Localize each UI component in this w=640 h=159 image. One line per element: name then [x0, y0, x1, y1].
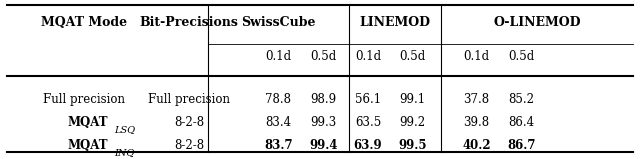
Text: 63.5: 63.5 [355, 116, 381, 129]
Text: 37.8: 37.8 [463, 93, 490, 106]
Text: INQ: INQ [114, 149, 134, 157]
Text: MQAT: MQAT [68, 116, 108, 129]
Text: 83.4: 83.4 [266, 116, 292, 129]
Text: 99.4: 99.4 [309, 139, 337, 152]
Text: 86.7: 86.7 [507, 139, 536, 152]
Text: O-LINEMOD: O-LINEMOD [493, 16, 581, 29]
Text: Full precision: Full precision [148, 93, 230, 106]
Text: 99.3: 99.3 [310, 116, 336, 129]
Text: 0.1d: 0.1d [355, 50, 381, 63]
Text: 99.2: 99.2 [399, 116, 426, 129]
Text: 40.2: 40.2 [462, 139, 491, 152]
Text: Full precision: Full precision [43, 93, 125, 106]
Text: 0.1d: 0.1d [463, 50, 490, 63]
Text: 0.5d: 0.5d [508, 50, 534, 63]
Text: MQAT: MQAT [68, 139, 108, 152]
Text: 86.4: 86.4 [508, 116, 534, 129]
Text: 78.8: 78.8 [266, 93, 291, 106]
Text: 0.1d: 0.1d [266, 50, 292, 63]
Text: 85.2: 85.2 [508, 93, 534, 106]
Text: SwissCube: SwissCube [241, 16, 316, 29]
Text: 83.7: 83.7 [264, 139, 293, 152]
Text: MQAT Mode: MQAT Mode [41, 16, 127, 29]
Text: 56.1: 56.1 [355, 93, 381, 106]
Text: 0.5d: 0.5d [399, 50, 426, 63]
Text: 0.5d: 0.5d [310, 50, 336, 63]
Text: 99.1: 99.1 [399, 93, 426, 106]
Text: 99.5: 99.5 [398, 139, 427, 152]
Text: 98.9: 98.9 [310, 93, 336, 106]
Text: 8-2-8: 8-2-8 [174, 116, 204, 129]
Text: LSQ: LSQ [114, 125, 135, 134]
Text: 39.8: 39.8 [463, 116, 490, 129]
Text: 63.9: 63.9 [353, 139, 382, 152]
Text: 8-2-8: 8-2-8 [174, 139, 204, 152]
Text: LINEMOD: LINEMOD [360, 16, 431, 29]
Text: Bit-Precisions: Bit-Precisions [140, 16, 239, 29]
